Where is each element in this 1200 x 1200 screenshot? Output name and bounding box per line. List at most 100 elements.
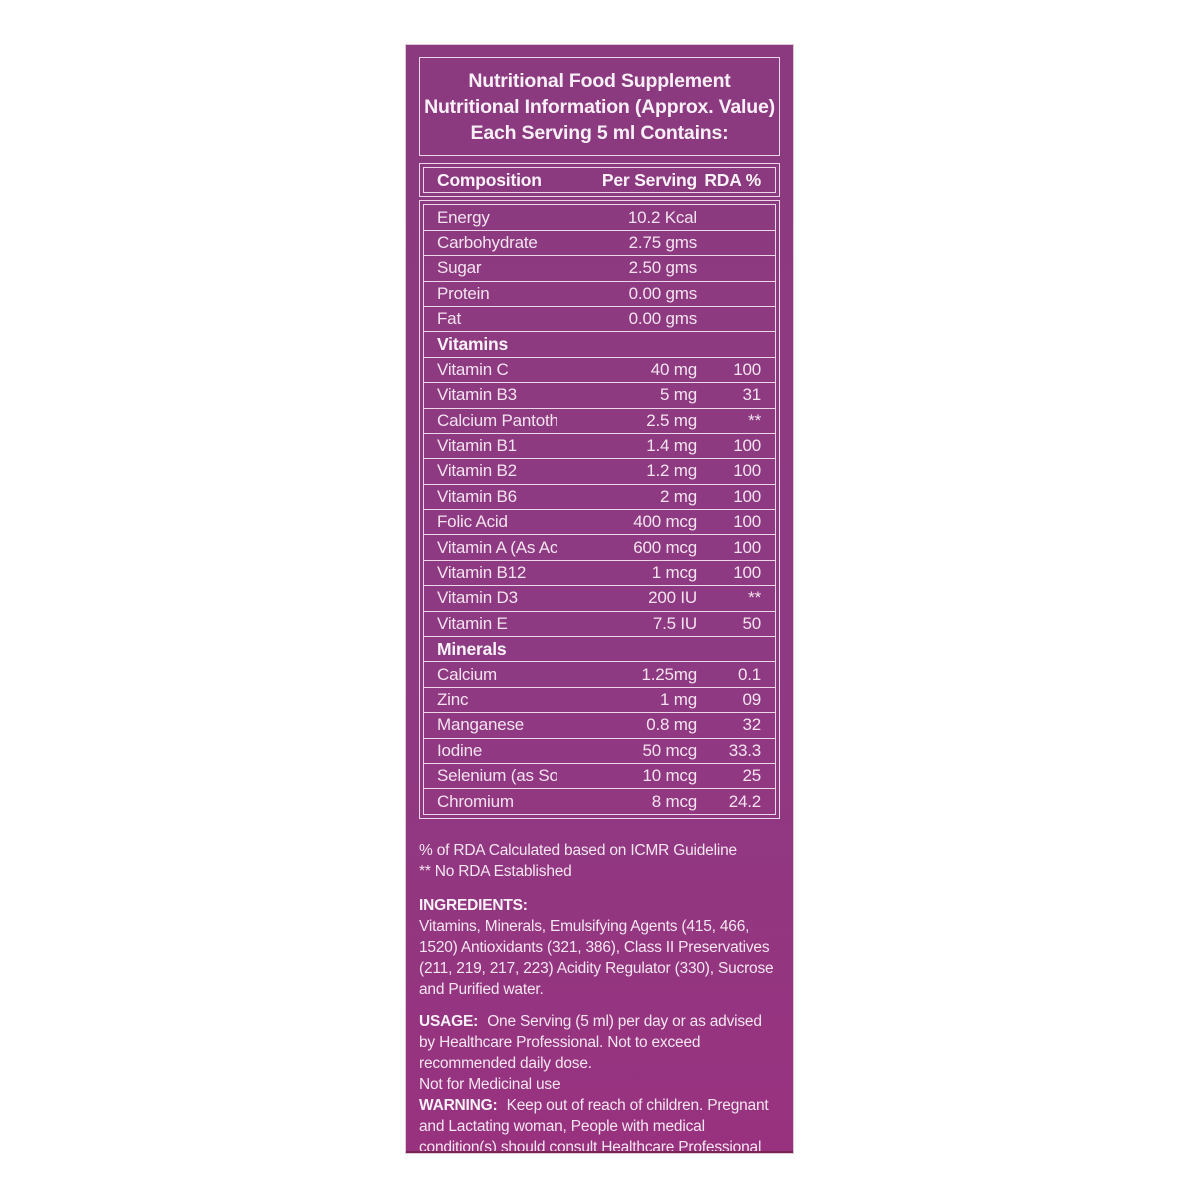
row-per-serving: 2.75 gms — [628, 232, 698, 252]
table-section-row: Minerals — [423, 636, 776, 663]
row-per-serving: 1 mcg — [651, 563, 697, 583]
row-per-serving: 10 mcg — [642, 766, 697, 786]
row-per-serving: 1.2 mg — [646, 461, 697, 481]
table-section-row: Vitamins — [423, 331, 776, 358]
row-per-serving: 50 mcg — [642, 740, 697, 760]
row-per-serving: 1.25mg — [641, 664, 697, 684]
row-rda-percent: ** — [748, 410, 761, 430]
row-rda-percent: 33.3 — [728, 740, 761, 760]
row-rda-percent: 24.2 — [728, 791, 761, 811]
nutrition-table-body: Energy 10.2 Kcal Carbohydrate 2.75 gms Sugar… — [419, 200, 780, 819]
row-composition: Calcium — [437, 664, 498, 684]
row-rda-percent: 09 — [742, 690, 761, 709]
row-rda-percent: 100 — [733, 537, 761, 557]
row-per-serving: 5 mg — [660, 385, 697, 405]
usage-note: Not for Medicinal use — [419, 1075, 561, 1093]
warning-text: Keep out of reach of children. Pregnant … — [419, 1096, 769, 1153]
table-row: Vitamin B12 1 mcg 100 — [423, 559, 776, 587]
row-composition: Carbohydrate — [437, 232, 538, 252]
row-composition: Vitamin B3 — [437, 385, 517, 405]
ingredients-text: Vitamins, Minerals, Emulsifying Agents (… — [419, 917, 774, 998]
row-composition: Vitamins — [437, 334, 509, 355]
table-header-row: Composition Per Serving RDA % — [423, 167, 776, 194]
header-line-product: Nutritional Food Supplement — [468, 70, 731, 92]
row-composition: Chromium — [437, 791, 514, 811]
row-rda-percent: 50 — [742, 613, 761, 633]
table-header-box: Composition Per Serving RDA % — [419, 163, 780, 198]
row-composition: Vitamin B6 — [437, 486, 517, 506]
row-per-serving: 0.8 mg — [646, 715, 697, 735]
row-per-serving: 2.50 gms — [628, 258, 698, 278]
table-row: Fat 0.00 gms — [423, 305, 776, 333]
row-composition: Minerals — [437, 638, 507, 659]
row-rda-percent: 25 — [742, 766, 761, 786]
row-composition: Zinc — [437, 690, 469, 709]
table-row: Vitamin C 40 mg 100 — [423, 356, 776, 384]
ingredients-heading: INGREDIENTS: — [419, 896, 528, 914]
table-row: Vitamin E 7.5 IU 50 — [423, 610, 776, 638]
row-per-serving: 400 mcg — [633, 512, 697, 532]
table-row: Zinc 1 mg 09 — [423, 686, 776, 714]
row-per-serving: 2.5 mg — [646, 410, 697, 430]
row-composition: Calcium Pantothenate — [437, 410, 557, 430]
row-per-serving: 2 mg — [660, 486, 697, 506]
row-rda-percent: 100 — [733, 486, 761, 506]
table-row: Calcium Pantothenate 2.5 mg ** — [423, 407, 776, 434]
table-row: Energy 10.2 Kcal — [423, 204, 776, 231]
table-row: Vitamin B2 1.2 mg 100 — [423, 458, 776, 485]
ingredients-block: INGREDIENTS: Vitamins, Minerals, Emulsif… — [419, 895, 780, 1000]
table-row: Sugar 2.50 gms — [423, 255, 776, 282]
row-per-serving: 0.00 gms — [628, 283, 698, 303]
row-composition: Manganese — [437, 715, 525, 735]
row-per-serving: 1 mg — [660, 690, 697, 709]
row-per-serving: 0.00 gms — [628, 309, 698, 329]
row-per-serving: 1.4 mg — [646, 436, 697, 456]
header-line-serving: Each Serving 5 ml Contains: — [470, 122, 729, 144]
table-row: Vitamin D3 200 IU ** — [423, 585, 776, 612]
column-header-rda-percent: RDA % — [704, 169, 761, 190]
table-row: Vitamin A (As Acetate) 600 mcg 100 — [423, 534, 776, 561]
row-composition: Selenium (as Sodium Selenate) — [437, 766, 557, 786]
table-row: Vitamin B6 2 mg 100 — [423, 483, 776, 511]
row-composition: Protein — [437, 283, 490, 303]
rda-footnotes: % of RDA Calculated based on ICMR Guidel… — [419, 840, 780, 882]
row-per-serving: 8 mcg — [651, 791, 697, 811]
rda-footnote-established: ** No RDA Established — [419, 862, 572, 880]
column-header-per-serving: Per Serving — [601, 169, 697, 190]
usage-block: USAGE: One Serving (5 ml) per day or as … — [419, 1011, 780, 1074]
table-row: Vitamin B1 1.4 mg 100 — [423, 432, 776, 460]
row-per-serving: 7.5 IU — [652, 613, 697, 633]
table-row: Calcium 1.25mg 0.1 — [423, 661, 776, 688]
row-rda-percent: 100 — [733, 461, 761, 481]
row-rda-percent: ** — [748, 588, 761, 608]
table-row: Selenium (as Sodium Selenate) 10 mcg 25 — [423, 762, 776, 790]
row-per-serving: 600 mcg — [633, 537, 697, 557]
table-row: Folic Acid 400 mcg 100 — [423, 509, 776, 536]
row-composition: Energy — [437, 207, 490, 227]
label-header-box: Nutritional Food Supplement Nutritional … — [419, 57, 780, 156]
row-per-serving: 200 IU — [648, 588, 697, 608]
row-composition: Iodine — [437, 740, 483, 760]
row-composition: Vitamin E — [437, 613, 508, 633]
row-composition: Vitamin B1 — [437, 436, 517, 456]
row-composition: Fat — [437, 309, 461, 329]
table-row: Carbohydrate 2.75 gms — [423, 229, 776, 257]
usage-text: One Serving (5 ml) per day or as advised… — [419, 1012, 762, 1072]
row-rda-percent: 100 — [733, 512, 761, 532]
row-composition: Vitamin A (As Acetate) — [437, 537, 557, 557]
rda-footnote-icmr: % of RDA Calculated based on ICMR Guidel… — [419, 841, 737, 859]
row-rda-percent: 32 — [742, 715, 761, 735]
row-composition: Vitamin C — [437, 359, 509, 379]
warning-block: WARNING: Keep out of reach of children. … — [419, 1095, 780, 1153]
row-per-serving: 40 mg — [650, 359, 697, 379]
row-rda-percent: 31 — [742, 385, 761, 405]
warning-heading: WARNING: — [419, 1096, 498, 1114]
row-composition: Vitamin D3 — [437, 588, 518, 608]
column-header-composition: Composition — [437, 169, 542, 190]
table-row: Vitamin B3 5 mg 31 — [423, 382, 776, 409]
table-row: Iodine 50 mcg 33.3 — [423, 737, 776, 764]
table-row: Manganese 0.8 mg 32 — [423, 712, 776, 739]
row-composition: Folic Acid — [437, 512, 508, 532]
table-row: Chromium 8 mcg 24.2 — [423, 788, 776, 815]
row-composition: Vitamin B12 — [437, 563, 527, 583]
